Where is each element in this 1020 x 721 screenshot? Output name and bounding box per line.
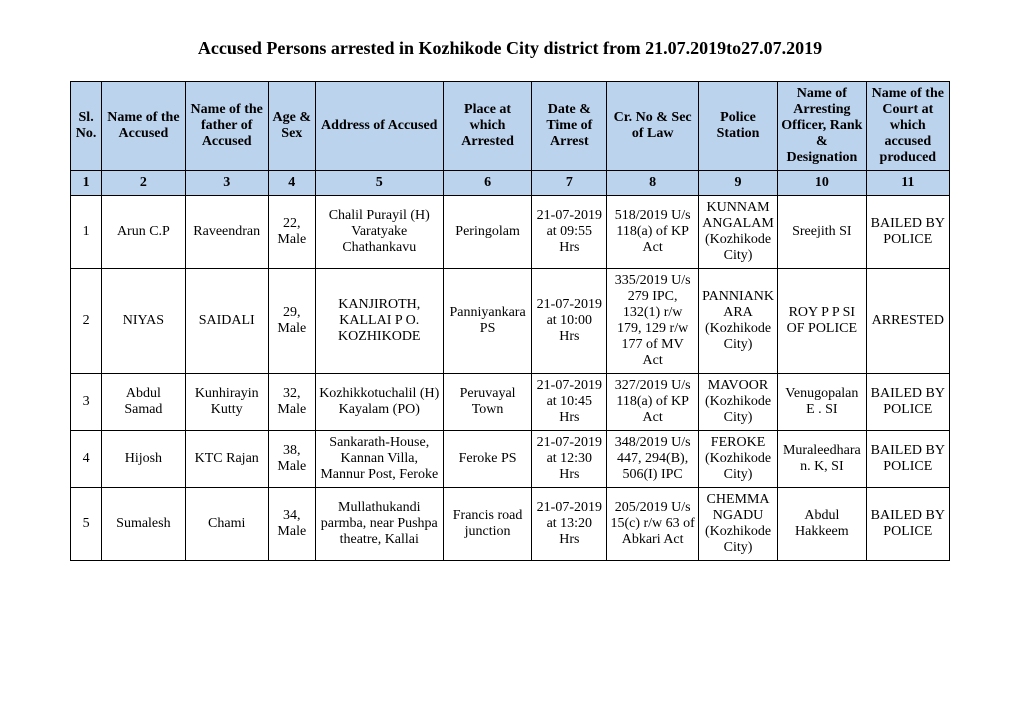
col-header-father: Name of the father of Accused bbox=[185, 82, 268, 171]
colnum: 5 bbox=[315, 171, 443, 196]
cell-datetime: 21-07-2019 at 13:20 Hrs bbox=[532, 488, 607, 561]
cell-slno: 2 bbox=[71, 269, 102, 374]
col-header-address: Address of Accused bbox=[315, 82, 443, 171]
cell-crno: 205/2019 U/s 15(c) r/w 63 of Abkari Act bbox=[607, 488, 699, 561]
colnum: 9 bbox=[698, 171, 777, 196]
cell-datetime: 21-07-2019 at 09:55 Hrs bbox=[532, 196, 607, 269]
cell-place: Peringolam bbox=[443, 196, 532, 269]
cell-slno: 1 bbox=[71, 196, 102, 269]
col-header-place: Place at which Arrested bbox=[443, 82, 532, 171]
cell-place: Feroke PS bbox=[443, 431, 532, 488]
cell-slno: 4 bbox=[71, 431, 102, 488]
colnum: 10 bbox=[778, 171, 867, 196]
table-row: 4HijoshKTC Rajan38, MaleSankarath-House,… bbox=[71, 431, 950, 488]
cell-officer: Muraleedharan. K, SI bbox=[778, 431, 867, 488]
col-header-datetime: Date & Time of Arrest bbox=[532, 82, 607, 171]
cell-crno: 518/2019 U/s 118(a) of KP Act bbox=[607, 196, 699, 269]
table-row: 1Arun C.PRaveendran22, MaleChalil Purayi… bbox=[71, 196, 950, 269]
cell-court: BAILED BY POLICE bbox=[866, 374, 949, 431]
cell-crno: 327/2019 U/s 118(a) of KP Act bbox=[607, 374, 699, 431]
cell-father: Raveendran bbox=[185, 196, 268, 269]
cell-court: BAILED BY POLICE bbox=[866, 431, 949, 488]
cell-station: CHEMMANGADU (Kozhikode City) bbox=[698, 488, 777, 561]
colnum: 1 bbox=[71, 171, 102, 196]
col-header-station: Police Station bbox=[698, 82, 777, 171]
cell-address: Chalil Purayil (H) Varatyake Chathankavu bbox=[315, 196, 443, 269]
cell-station: KUNNAMANGALAM (Kozhikode City) bbox=[698, 196, 777, 269]
cell-slno: 5 bbox=[71, 488, 102, 561]
cell-crno: 348/2019 U/s 447, 294(B), 506(I) IPC bbox=[607, 431, 699, 488]
cell-address: Mullathukandi parmba, near Pushpa theatr… bbox=[315, 488, 443, 561]
cell-station: FEROKE (Kozhikode City) bbox=[698, 431, 777, 488]
cell-court: BAILED BY POLICE bbox=[866, 488, 949, 561]
cell-court: ARRESTED bbox=[866, 269, 949, 374]
col-header-court: Name of the Court at which accused produ… bbox=[866, 82, 949, 171]
cell-age: 32, Male bbox=[268, 374, 315, 431]
cell-age: 29, Male bbox=[268, 269, 315, 374]
table-row: 3Abdul SamadKunhirayin Kutty32, MaleKozh… bbox=[71, 374, 950, 431]
colnum: 6 bbox=[443, 171, 532, 196]
cell-age: 22, Male bbox=[268, 196, 315, 269]
col-header-officer: Name of Arresting Officer, Rank & Design… bbox=[778, 82, 867, 171]
colnum: 3 bbox=[185, 171, 268, 196]
cell-age: 38, Male bbox=[268, 431, 315, 488]
cell-age: 34, Male bbox=[268, 488, 315, 561]
cell-address: Kozhikkotuchalil (H) Kayalam (PO) bbox=[315, 374, 443, 431]
col-header-crno: Cr. No & Sec of Law bbox=[607, 82, 699, 171]
cell-name: Sumalesh bbox=[102, 488, 185, 561]
cell-datetime: 21-07-2019 at 10:45 Hrs bbox=[532, 374, 607, 431]
arrests-table: Sl. No. Name of the Accused Name of the … bbox=[70, 81, 950, 561]
cell-name: Abdul Samad bbox=[102, 374, 185, 431]
cell-address: KANJIROTH, KALLAI P O. KOZHIKODE bbox=[315, 269, 443, 374]
cell-officer: Abdul Hakkeem bbox=[778, 488, 867, 561]
col-header-name: Name of the Accused bbox=[102, 82, 185, 171]
cell-father: Chami bbox=[185, 488, 268, 561]
table-row: 5SumaleshChami34, MaleMullathukandi parm… bbox=[71, 488, 950, 561]
cell-station: MAVOOR (Kozhikode City) bbox=[698, 374, 777, 431]
cell-name: Arun C.P bbox=[102, 196, 185, 269]
cell-officer: Sreejith SI bbox=[778, 196, 867, 269]
cell-officer: ROY P P SI OF POLICE bbox=[778, 269, 867, 374]
cell-datetime: 21-07-2019 at 10:00 Hrs bbox=[532, 269, 607, 374]
colnum: 11 bbox=[866, 171, 949, 196]
cell-father: KTC Rajan bbox=[185, 431, 268, 488]
cell-officer: Venugopalan E . SI bbox=[778, 374, 867, 431]
table-number-row: 1 2 3 4 5 6 7 8 9 10 11 bbox=[71, 171, 950, 196]
table-header-row: Sl. No. Name of the Accused Name of the … bbox=[71, 82, 950, 171]
page-title: Accused Persons arrested in Kozhikode Ci… bbox=[70, 38, 950, 59]
cell-father: Kunhirayin Kutty bbox=[185, 374, 268, 431]
cell-place: Francis road junction bbox=[443, 488, 532, 561]
cell-station: PANNIANKARA (Kozhikode City) bbox=[698, 269, 777, 374]
cell-father: SAIDALI bbox=[185, 269, 268, 374]
cell-datetime: 21-07-2019 at 12:30 Hrs bbox=[532, 431, 607, 488]
colnum: 2 bbox=[102, 171, 185, 196]
cell-name: Hijosh bbox=[102, 431, 185, 488]
cell-address: Sankarath-House, Kannan Villa, Mannur Po… bbox=[315, 431, 443, 488]
colnum: 8 bbox=[607, 171, 699, 196]
colnum: 7 bbox=[532, 171, 607, 196]
cell-name: NIYAS bbox=[102, 269, 185, 374]
table-row: 2NIYASSAIDALI29, MaleKANJIROTH, KALLAI P… bbox=[71, 269, 950, 374]
colnum: 4 bbox=[268, 171, 315, 196]
cell-court: BAILED BY POLICE bbox=[866, 196, 949, 269]
cell-place: Peruvayal Town bbox=[443, 374, 532, 431]
cell-crno: 335/2019 U/s 279 IPC, 132(1) r/w 179, 12… bbox=[607, 269, 699, 374]
col-header-age: Age & Sex bbox=[268, 82, 315, 171]
cell-slno: 3 bbox=[71, 374, 102, 431]
col-header-slno: Sl. No. bbox=[71, 82, 102, 171]
cell-place: Panniyankara PS bbox=[443, 269, 532, 374]
